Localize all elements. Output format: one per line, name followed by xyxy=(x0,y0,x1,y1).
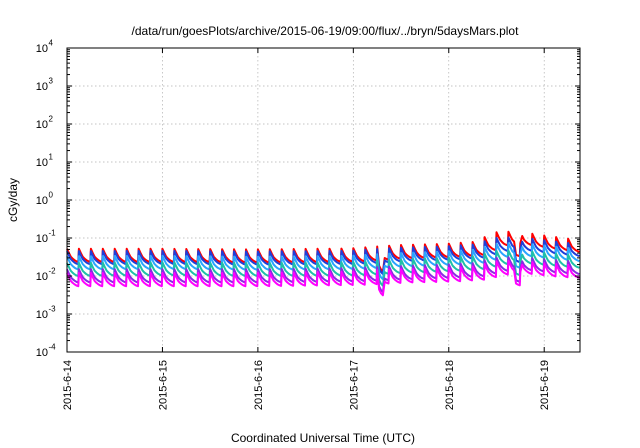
series-line-6 xyxy=(66,259,580,297)
y-tick-exponent: -3 xyxy=(49,305,57,314)
y-tick-label: 10 xyxy=(36,119,48,131)
y-tick-exponent: 1 xyxy=(49,153,54,162)
grid xyxy=(67,48,580,352)
y-tick-exponent: -1 xyxy=(49,229,57,238)
x-tick-label: 2015-6-16 xyxy=(253,360,265,410)
x-tick-label: 2015-6-18 xyxy=(444,360,456,410)
x-tick-label: 2015-6-14 xyxy=(62,360,74,410)
y-tick-exponent: -4 xyxy=(49,343,57,352)
y-tick-label: 10 xyxy=(36,309,48,321)
y-tick-label: 10 xyxy=(36,347,48,359)
y-tick-label: 10 xyxy=(36,271,48,283)
chart-title: /data/run/goesPlots/archive/2015-06-19/0… xyxy=(132,24,520,38)
y-tick-exponent: 4 xyxy=(49,39,54,48)
y-tick-exponent: 3 xyxy=(49,77,54,86)
y-tick-label: 10 xyxy=(36,43,48,55)
series-line-3 xyxy=(66,242,580,281)
x-tick-label: 2015-6-15 xyxy=(157,360,169,410)
series-line-2 xyxy=(66,236,580,276)
x-axis-label: Coordinated Universal Time (UTC) xyxy=(231,431,415,445)
y-tick-label: 10 xyxy=(36,157,48,169)
y-tick-label: 10 xyxy=(36,81,48,93)
x-tick-label: 2015-6-17 xyxy=(348,360,360,410)
y-tick-exponent: 2 xyxy=(49,115,54,124)
x-tick-label: 2015-6-19 xyxy=(539,360,551,410)
series-line-5 xyxy=(66,256,580,294)
y-tick-exponent: 0 xyxy=(49,191,54,200)
y-axis-label: cGy/day xyxy=(6,178,20,222)
y-tick-label: 10 xyxy=(36,195,48,207)
series-group xyxy=(66,230,580,297)
series-line-4 xyxy=(66,249,580,287)
y-tick-label: 10 xyxy=(36,233,48,245)
y-tick-exponent: -2 xyxy=(49,267,57,276)
